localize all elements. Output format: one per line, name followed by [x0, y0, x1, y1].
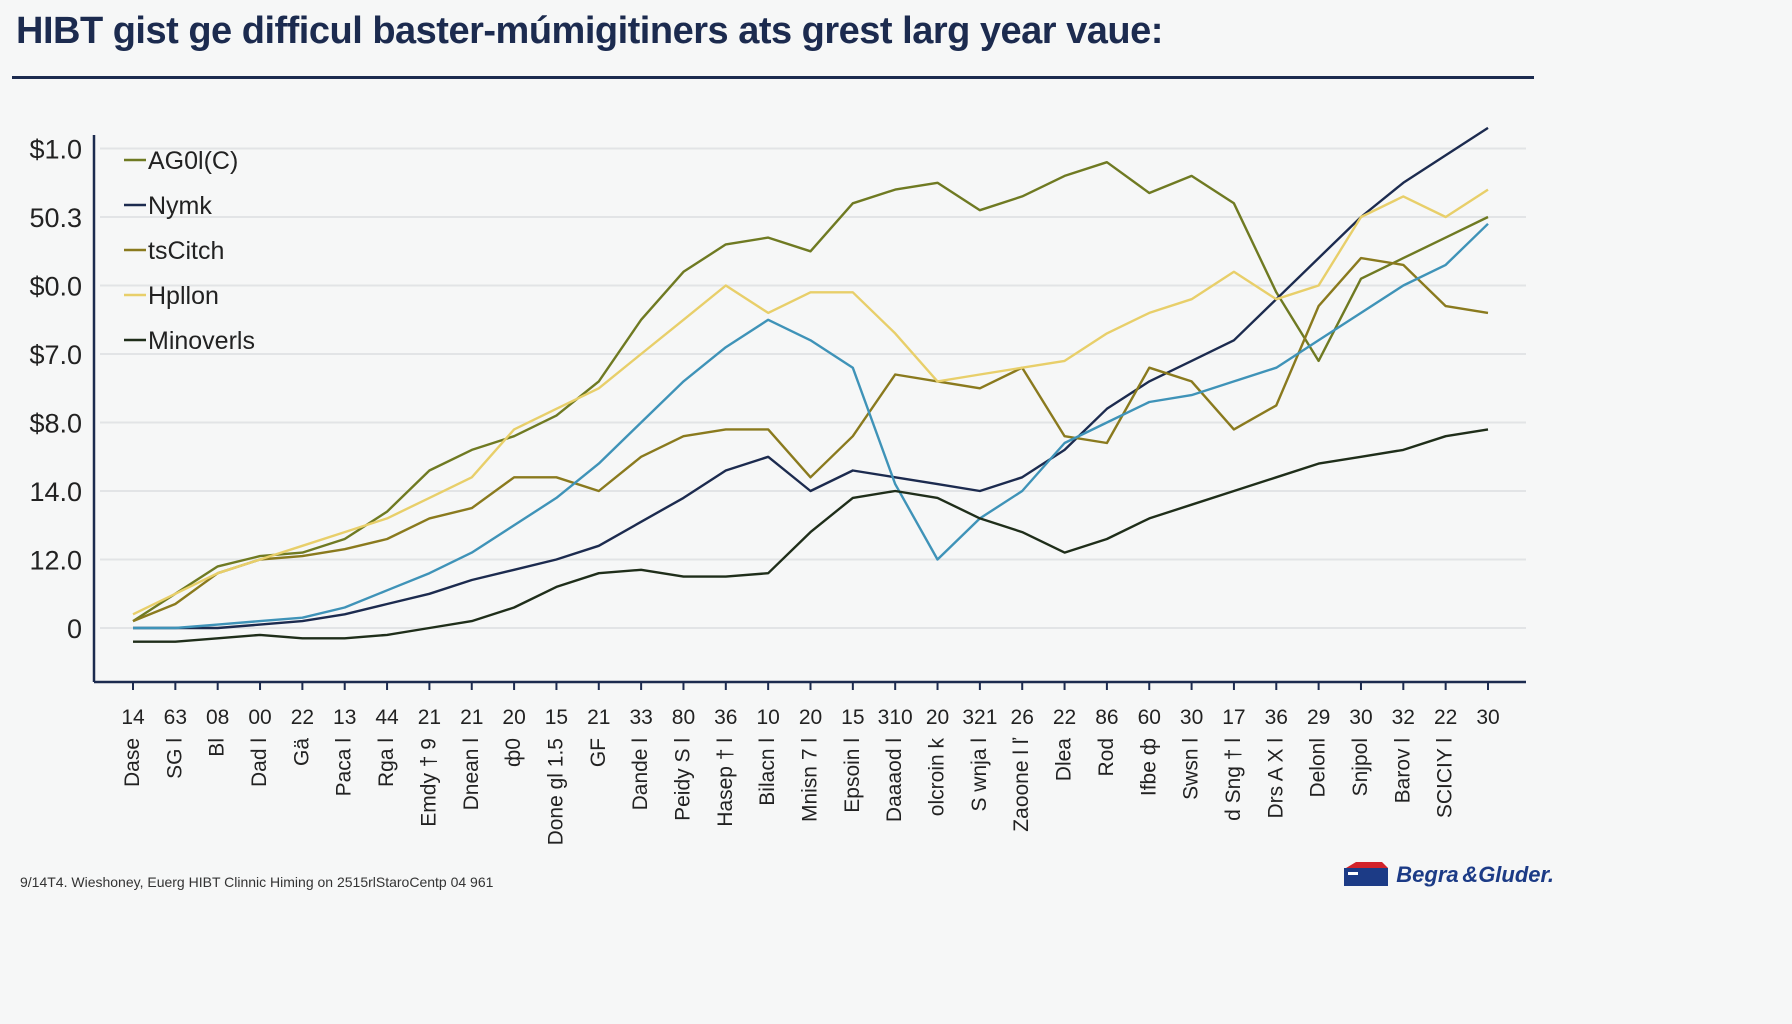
series-line-tscitch	[132, 256, 1489, 623]
x-tick-label-bottom: Drs A X l	[1264, 738, 1287, 819]
x-tick-label-top: 33	[629, 706, 652, 729]
legend-label: tsCitch	[148, 237, 224, 265]
x-tick-label-bottom: olcroin k	[926, 738, 949, 817]
brand-name: Begra &Gluder.	[1396, 862, 1554, 887]
series-lines	[132, 126, 1489, 643]
x-tick-label-top: 30	[1476, 706, 1499, 729]
series-line-ag0l-c-	[132, 160, 1489, 623]
x-tick-label-top: 29	[1307, 706, 1330, 729]
x-tick-label-bottom: Snjpol	[1349, 738, 1372, 796]
y-tick-label: 0	[67, 614, 82, 644]
series-line-nymk	[133, 126, 1489, 630]
y-tick-label: 12.0	[29, 546, 82, 576]
x-tick-label-top: 17	[1222, 706, 1245, 729]
series-line-minoverls	[133, 428, 1489, 643]
x-tick-label-bottom: SG l	[163, 738, 186, 779]
x-tick-label-top: 321	[962, 706, 997, 729]
x-tick-label-top: 86	[1095, 706, 1118, 729]
x-tick-label-top: 60	[1138, 706, 1161, 729]
x-tick-label-bottom: Dlea	[1053, 738, 1076, 782]
x-tick-label-bottom: Daaaod l	[883, 738, 906, 822]
x-tick-label-bottom: d Sng † l	[1222, 738, 1245, 821]
x-tick-label-bottom: Dase	[121, 738, 144, 787]
x-tick-label-top: 10	[756, 706, 779, 729]
x-tick-label-top: 310	[878, 706, 913, 729]
series-line-hpllon	[132, 188, 1489, 616]
x-tick-label-top: 13	[333, 706, 356, 729]
x-tick-label-top: 30	[1180, 706, 1203, 729]
x-tick-label-bottom: Dande l	[629, 738, 652, 810]
source-caption: 9/14T4. Wieshoney, Euerg HIBT Clinnic Hi…	[20, 874, 494, 890]
y-tick-label: $8.0	[29, 409, 82, 439]
x-tick-label-top: 30	[1349, 706, 1372, 729]
title-divider	[12, 76, 1534, 79]
x-tick-label-bottom: SCICIY l	[1434, 738, 1457, 818]
x-tick-label-top: 21	[460, 706, 483, 729]
y-tick-label: $1.0	[29, 135, 82, 165]
legend-label: AG0l(C)	[148, 147, 238, 175]
x-tick-label-bottom: ф0	[502, 738, 525, 767]
x-tick-label-top: 36	[714, 706, 737, 729]
line-chart: AG0l(C) Nymk tsCitch Hpllon Minoverls 0 12.0 1…	[29, 126, 1526, 845]
brand-mark-icon	[1344, 862, 1389, 886]
grid-lines	[100, 147, 1526, 629]
x-tick-label-top: 21	[587, 706, 610, 729]
x-tick-label-top: 00	[248, 706, 271, 729]
x-tick-label-top: 08	[206, 706, 229, 729]
x-tick-label-bottom: Bilacn l	[756, 738, 779, 806]
x-tick-label-bottom: Dad l	[248, 738, 271, 787]
legend-label: Minoverls	[148, 327, 255, 355]
series-line-blue	[133, 222, 1489, 630]
x-tick-label-bottom: Delonl	[1307, 738, 1330, 798]
x-tick-label-bottom: Barov l	[1391, 738, 1414, 803]
x-tick-label-top: 22	[291, 706, 314, 729]
x-tick-label-bottom: Rga l	[375, 738, 398, 787]
x-tick-label-bottom: Dnean l	[460, 738, 483, 810]
x-tick-label-top: 32	[1392, 706, 1415, 729]
x-tick-label-bottom: Rod	[1095, 738, 1118, 777]
y-tick-label: $0.0	[29, 272, 82, 302]
y-tick-label: 14.0	[29, 477, 82, 507]
x-tick-label-top: 20	[799, 706, 822, 729]
x-tick-label-bottom: Hasep † l	[714, 738, 737, 827]
legend-label: Hpllon	[148, 282, 219, 310]
y-tick-labels: 0 12.0 14.0 $8.0 $7.0 $0.0 50.3 $1.0	[29, 135, 82, 645]
x-tick-label-top: 22	[1434, 706, 1457, 729]
x-tick-label-bottom: Zaoone l ľ	[1010, 737, 1033, 832]
x-tick-label-top: 20	[926, 706, 949, 729]
x-tick-label-top: 80	[672, 706, 695, 729]
x-tick-label-bottom: Paca l	[333, 738, 356, 796]
x-tick-label-bottom: Emdy † 9	[417, 738, 440, 827]
x-tick-label-bottom: Done gl 1.5	[544, 738, 567, 845]
y-tick-label: $7.0	[29, 340, 82, 370]
x-tick-label-top: 44	[375, 706, 399, 729]
x-tick-label-bottom: Swsn l	[1180, 738, 1203, 800]
legend-label: Nymk	[148, 192, 212, 220]
x-tick-label-top: 15	[841, 706, 864, 729]
x-tick-label-bottom: Bl	[206, 738, 229, 757]
x-tick-label-bottom: Epsoin l	[841, 738, 864, 813]
x-tick-label-bottom: GF	[587, 738, 610, 767]
x-tick-label-top: 21	[418, 706, 441, 729]
brand-logo: Begra &Gluder.	[1342, 862, 1554, 888]
legend: AG0l(C) Nymk tsCitch Hpllon Minoverls	[124, 147, 255, 355]
x-tick-label-bottom: Peidy S l	[671, 738, 694, 821]
x-tick-label-top: 15	[545, 706, 568, 729]
x-tick-label-bottom: S wnja l	[968, 738, 991, 812]
page-title: HIBT gist ge difficul baster-múmigitiner…	[16, 10, 1163, 52]
x-tick-label-bottom: Mnisn 7 l	[799, 738, 822, 822]
x-tick-labels: 14 63 08 00 22 13 44 21 21 20 15 21 33 80 36 10 20 15 310 2…	[121, 682, 1500, 845]
x-tick-label-top: 26	[1011, 706, 1034, 729]
x-tick-label-top: 14	[121, 706, 145, 729]
y-tick-label: 50.3	[29, 203, 82, 233]
x-tick-label-bottom: Ifbe ф	[1137, 738, 1160, 796]
x-tick-label-top: 20	[502, 706, 525, 729]
x-tick-label-top: 22	[1053, 706, 1076, 729]
x-tick-label-top: 36	[1265, 706, 1288, 729]
x-tick-label-bottom: Gä	[290, 738, 313, 766]
x-tick-label-top: 63	[164, 706, 187, 729]
